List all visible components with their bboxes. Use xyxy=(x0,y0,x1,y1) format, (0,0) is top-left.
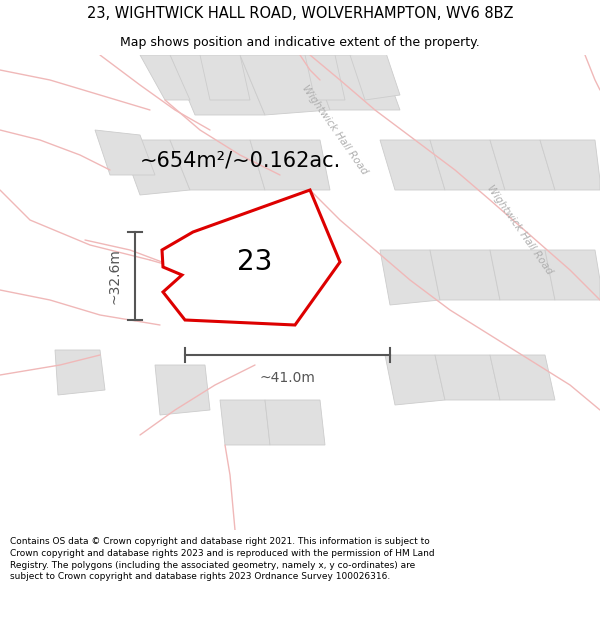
Polygon shape xyxy=(490,250,555,300)
Polygon shape xyxy=(430,250,500,300)
Polygon shape xyxy=(200,55,250,100)
Polygon shape xyxy=(170,140,265,190)
Polygon shape xyxy=(220,400,270,445)
Text: Contains OS data © Crown copyright and database right 2021. This information is : Contains OS data © Crown copyright and d… xyxy=(10,537,434,581)
Polygon shape xyxy=(350,50,400,100)
Polygon shape xyxy=(540,140,600,190)
Polygon shape xyxy=(155,365,210,415)
Polygon shape xyxy=(385,355,445,405)
Polygon shape xyxy=(380,250,440,305)
Polygon shape xyxy=(250,140,330,190)
Polygon shape xyxy=(490,140,555,190)
Polygon shape xyxy=(240,55,330,115)
Polygon shape xyxy=(55,350,105,395)
Polygon shape xyxy=(170,55,265,115)
Polygon shape xyxy=(310,55,400,110)
Polygon shape xyxy=(162,190,340,325)
Polygon shape xyxy=(430,140,505,190)
Polygon shape xyxy=(120,140,190,195)
Polygon shape xyxy=(305,55,345,100)
Polygon shape xyxy=(435,355,500,400)
Text: Map shows position and indicative extent of the property.: Map shows position and indicative extent… xyxy=(120,36,480,49)
Text: 23, WIGHTWICK HALL ROAD, WOLVERHAMPTON, WV6 8BZ: 23, WIGHTWICK HALL ROAD, WOLVERHAMPTON, … xyxy=(87,6,513,21)
Polygon shape xyxy=(265,400,325,445)
Polygon shape xyxy=(490,355,555,400)
Text: Wightwick Hall Road: Wightwick Hall Road xyxy=(301,84,370,176)
Polygon shape xyxy=(380,140,445,190)
Text: Wightwick Hall Road: Wightwick Hall Road xyxy=(485,184,554,276)
Text: ~41.0m: ~41.0m xyxy=(260,371,316,385)
Polygon shape xyxy=(95,130,155,175)
Polygon shape xyxy=(140,55,190,100)
Text: 23: 23 xyxy=(238,248,272,276)
Text: ~654m²/~0.162ac.: ~654m²/~0.162ac. xyxy=(139,150,341,170)
Text: ~32.6m: ~32.6m xyxy=(107,248,121,304)
Polygon shape xyxy=(545,250,600,300)
